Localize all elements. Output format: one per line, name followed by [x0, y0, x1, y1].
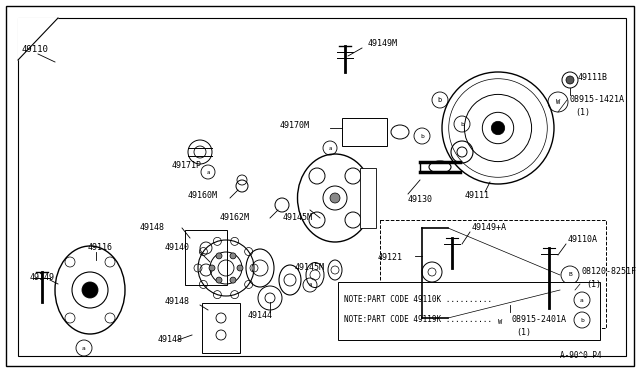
Bar: [185, 230, 227, 285]
Bar: [380, 220, 606, 328]
Text: NOTE:PART CODE 49110K ..........: NOTE:PART CODE 49110K ..........: [344, 295, 492, 305]
Text: 49160M: 49160M: [188, 192, 218, 201]
Text: 49110A: 49110A: [568, 235, 598, 244]
Text: (1): (1): [575, 108, 590, 116]
Text: a: a: [328, 145, 332, 151]
Text: B: B: [568, 273, 572, 278]
Text: a: a: [580, 298, 584, 302]
Text: a: a: [206, 170, 210, 174]
Text: b: b: [580, 317, 584, 323]
Text: 49149: 49149: [30, 273, 55, 282]
Text: 08915-2401A: 08915-2401A: [512, 315, 567, 324]
Text: 08120-8251F: 08120-8251F: [582, 267, 637, 276]
Text: 49144: 49144: [248, 311, 273, 320]
Text: 49145M: 49145M: [283, 214, 313, 222]
Text: (1): (1): [516, 327, 531, 337]
Text: (1): (1): [586, 279, 601, 289]
Text: A-90^0 P4: A-90^0 P4: [560, 352, 602, 360]
Circle shape: [566, 76, 574, 84]
Text: 49130: 49130: [408, 196, 433, 205]
Text: NOTE:PART CODE 49119K ..........: NOTE:PART CODE 49119K ..........: [344, 315, 492, 324]
Text: a: a: [82, 346, 86, 350]
Circle shape: [237, 265, 243, 271]
Bar: [202, 303, 240, 353]
Text: 49140: 49140: [165, 244, 190, 253]
Text: 49111B: 49111B: [578, 74, 608, 83]
Text: 49110: 49110: [22, 45, 49, 55]
Bar: [338, 282, 600, 340]
Circle shape: [230, 253, 236, 259]
Bar: [360, 168, 376, 228]
Text: W: W: [498, 319, 502, 325]
Text: 49148: 49148: [158, 336, 183, 344]
Text: 49162M: 49162M: [220, 214, 250, 222]
Text: 49121: 49121: [378, 253, 403, 263]
Text: 49149+A: 49149+A: [472, 224, 507, 232]
Text: 49148: 49148: [140, 224, 165, 232]
Text: 49171P: 49171P: [172, 161, 202, 170]
Circle shape: [230, 277, 236, 283]
Text: b: b: [438, 97, 442, 103]
Circle shape: [216, 253, 222, 259]
Circle shape: [216, 277, 222, 283]
Text: 49111: 49111: [465, 190, 490, 199]
Text: b: b: [420, 134, 424, 138]
Polygon shape: [18, 18, 58, 60]
Text: 49148: 49148: [165, 298, 190, 307]
Circle shape: [330, 193, 340, 203]
Text: 49145M: 49145M: [295, 263, 325, 273]
Text: 08915-1421A: 08915-1421A: [570, 96, 625, 105]
Circle shape: [209, 265, 215, 271]
Text: 49116: 49116: [88, 244, 113, 253]
Text: 49149M: 49149M: [368, 39, 398, 48]
Circle shape: [82, 282, 98, 298]
Text: W: W: [556, 99, 560, 105]
Text: b: b: [460, 122, 464, 126]
Circle shape: [492, 121, 505, 135]
Text: a: a: [308, 282, 312, 288]
Bar: [342, 118, 387, 146]
Text: 49170M: 49170M: [280, 121, 310, 129]
